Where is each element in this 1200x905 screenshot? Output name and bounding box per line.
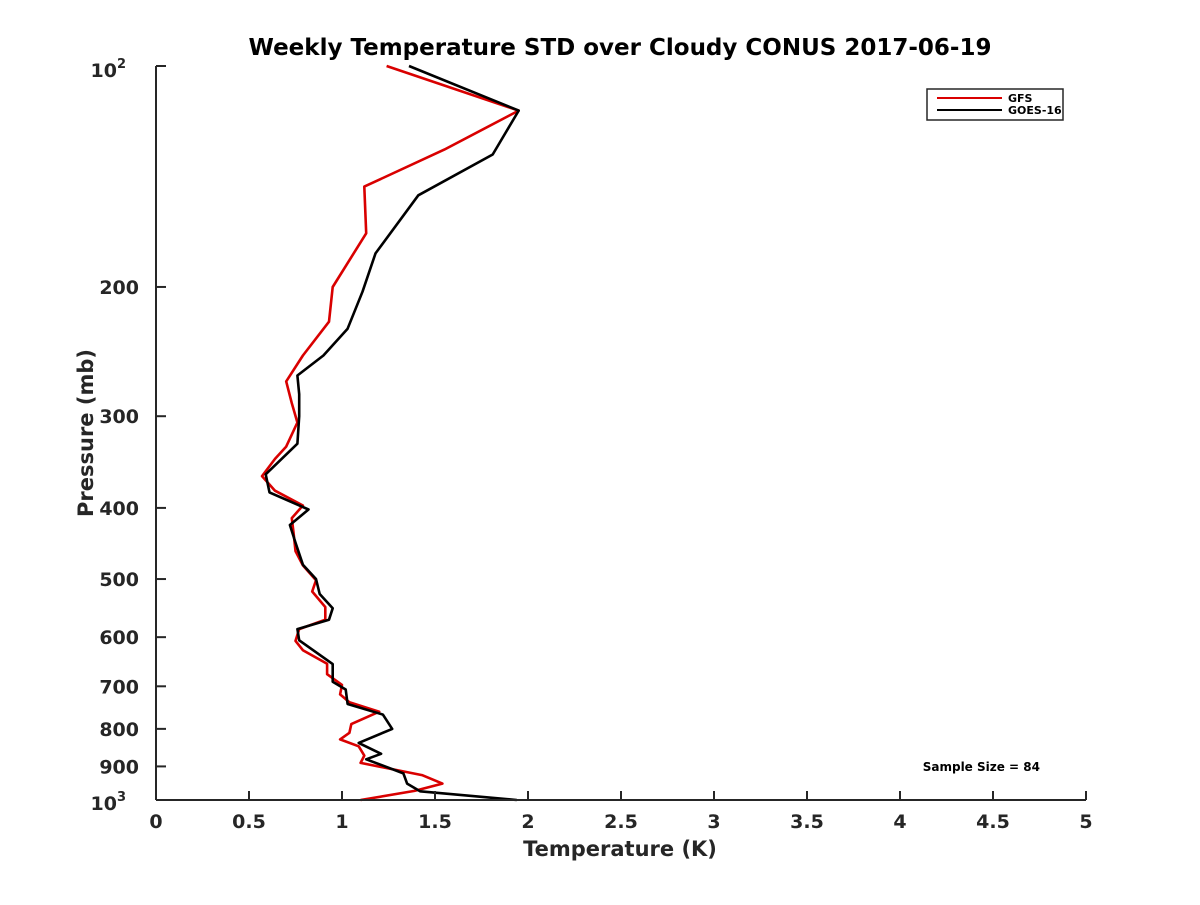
sample-size-annotation: Sample Size = 84 [923,760,1040,774]
x-tick-label: 2.5 [604,811,638,833]
x-tick-label: 1.5 [418,811,452,833]
y-tick-label: 800 [99,719,139,741]
y-tick-bottom-exp: 3 [117,790,126,805]
y-tick-bottom-base: 10 [91,793,117,815]
x-tick-label: 3 [707,811,720,833]
y-axis-label: Pressure (mb) [74,349,98,517]
y-tick-top-exp: 2 [117,57,126,72]
y-tick-label: 600 [99,627,139,649]
y-tick-label: 200 [99,277,139,299]
y-tick-label: 900 [99,756,139,778]
chart-title: Weekly Temperature STD over Cloudy CONUS… [249,35,992,61]
x-tick-label: 1 [335,811,348,833]
y-tick-label: 300 [99,406,139,428]
legend: GFS GOES-16 [926,88,1064,121]
legend-label-gfs: GFS [1008,92,1033,105]
x-axis-label: Temperature (K) [523,837,717,861]
legend-label-goes16: GOES-16 [1008,104,1062,117]
x-tick-label: 4.5 [976,811,1010,833]
series-layer [260,64,521,802]
series-line-goes16 [264,64,521,802]
y-tick-label: 500 [99,569,139,591]
y-tick-label: 700 [99,676,139,698]
x-tick-label: 0 [149,811,162,833]
y-tick-label-top: 102 [91,57,127,82]
series-line-gfs [260,64,521,802]
y-tick-label: 400 [99,498,139,520]
y-tick-top-base: 10 [91,60,117,82]
x-tick-label: 5 [1079,811,1092,833]
y-tick-label-bottom: 103 [91,790,127,815]
y-axis-ticks: 200 300 400 500 600 700 800 900 [99,65,166,801]
x-tick-label: 2 [521,811,534,833]
x-tick-label: 3.5 [790,811,824,833]
x-tick-label: 4 [893,811,906,833]
x-tick-label: 0.5 [232,811,266,833]
x-axis-ticks: 0 0.5 1 1.5 2 2.5 3 3.5 4 4.5 5 [149,791,1093,833]
legend-box [926,88,1064,121]
